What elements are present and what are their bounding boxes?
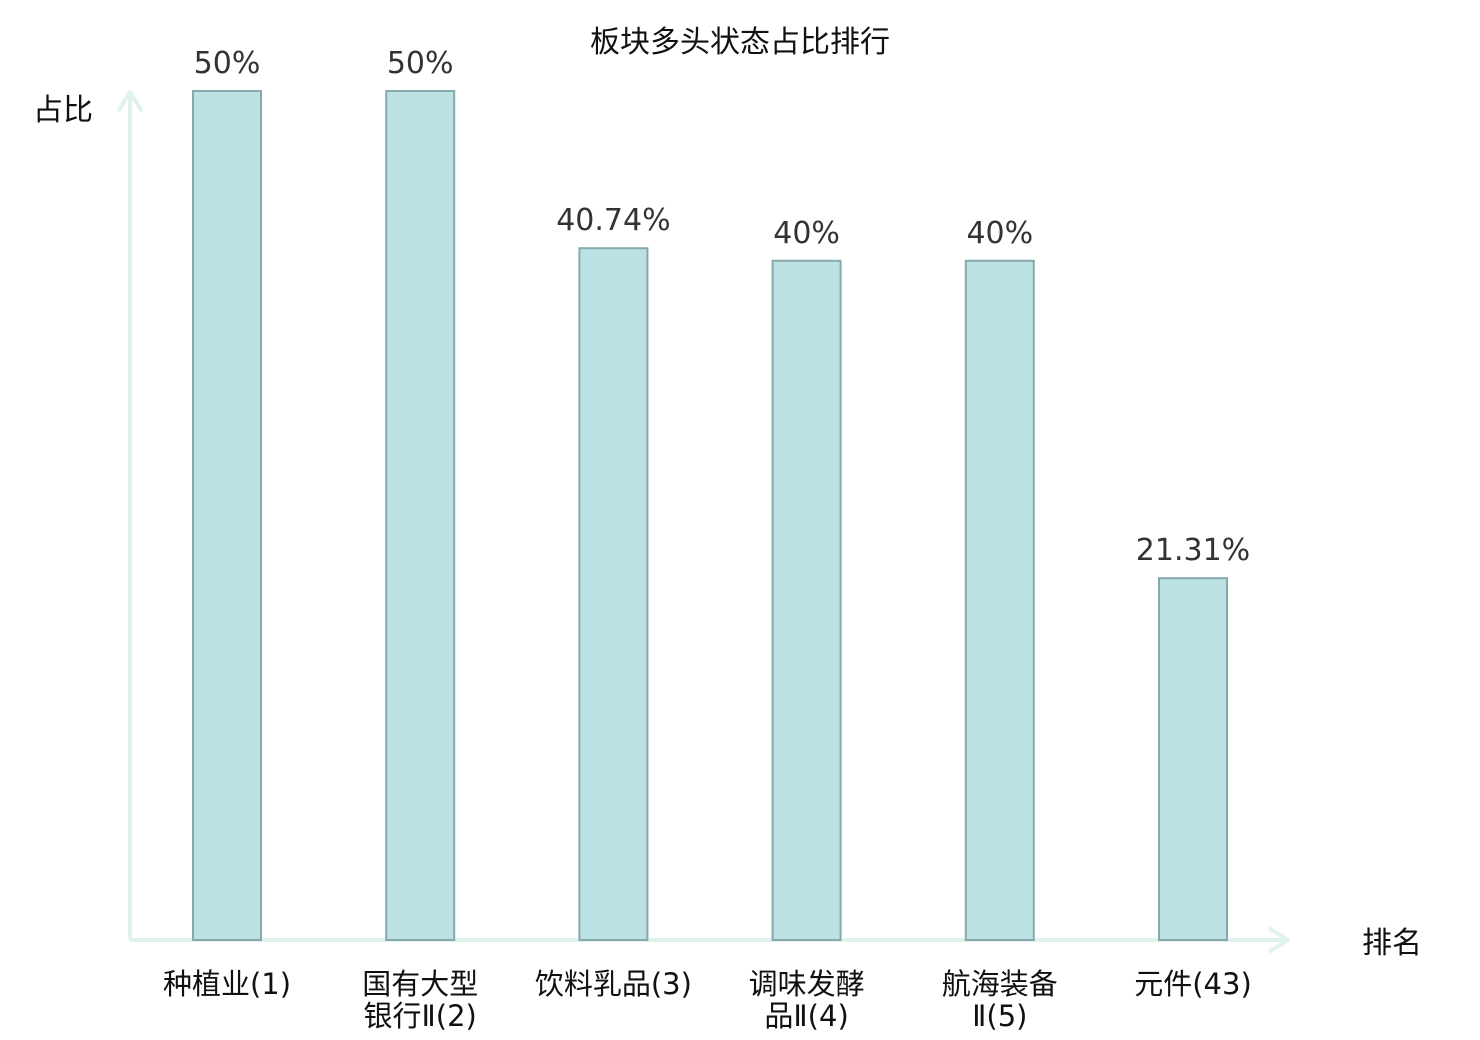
category-label: Ⅱ(5): [972, 999, 1027, 1033]
bars-group: [192, 90, 1228, 941]
category-label: 调味发酵: [749, 967, 865, 1001]
category-label: 航海装备: [942, 967, 1058, 1001]
y-axis-arrow: [117, 90, 143, 112]
value-label: 21.31%: [1136, 533, 1250, 568]
value-label: 40%: [773, 216, 840, 251]
value-labels-group: 50% 50% 40.74% 40% 40% 21.31%: [194, 46, 1251, 568]
category-label: 饮料乳品(3): [535, 967, 692, 1001]
bar: [385, 90, 456, 941]
value-label: 40.74%: [556, 203, 670, 238]
category-label: 元件(43): [1134, 967, 1252, 1001]
value-label: 40%: [966, 216, 1033, 251]
x-axis-arrow: [1268, 927, 1290, 953]
category-label: 银行Ⅱ(2): [364, 999, 477, 1033]
bar: [192, 90, 262, 941]
bar: [578, 247, 649, 941]
chart-title: 板块多头状态占比排行: [590, 25, 890, 60]
bar: [964, 259, 1035, 941]
value-label: 50%: [387, 46, 454, 81]
category-label: 国有大型: [362, 967, 478, 1001]
bar: [771, 259, 842, 941]
y-axis-label: 占比: [33, 93, 93, 128]
bar: [1158, 577, 1228, 941]
category-label: 种植业(1): [163, 967, 291, 1001]
value-label: 50%: [194, 46, 261, 81]
x-axis-label: 排名: [1362, 926, 1422, 961]
category-label: 品Ⅱ(4): [764, 999, 848, 1033]
